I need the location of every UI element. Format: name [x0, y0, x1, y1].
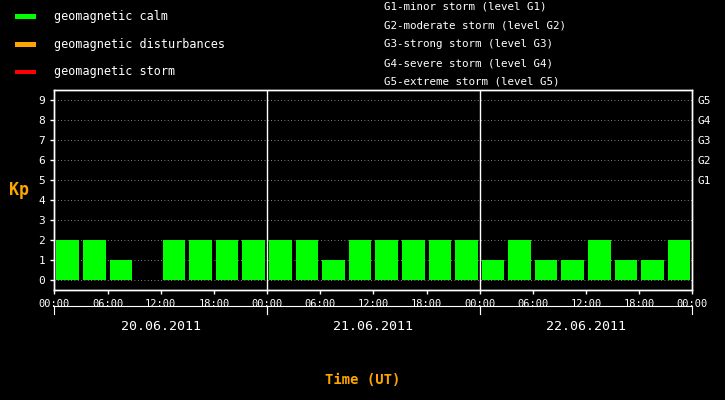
Bar [402, 240, 425, 280]
Bar [162, 240, 186, 280]
Bar [14, 14, 36, 19]
Bar [588, 240, 610, 280]
Text: 22.06.2011: 22.06.2011 [546, 320, 626, 332]
Bar [57, 240, 79, 280]
Bar [216, 240, 239, 280]
Bar [455, 240, 478, 280]
Bar [14, 70, 36, 74]
Text: G3-strong storm (level G3): G3-strong storm (level G3) [384, 39, 553, 49]
Bar [481, 260, 505, 280]
Bar [641, 260, 664, 280]
Bar [269, 240, 291, 280]
Text: 20.06.2011: 20.06.2011 [120, 320, 201, 332]
Bar [535, 260, 558, 280]
Bar [508, 240, 531, 280]
Bar [349, 240, 371, 280]
Text: Time (UT): Time (UT) [325, 373, 400, 387]
Bar [83, 240, 106, 280]
Text: geomagnetic disturbances: geomagnetic disturbances [54, 38, 225, 51]
Bar [322, 260, 345, 280]
Text: G2-moderate storm (level G2): G2-moderate storm (level G2) [384, 20, 566, 30]
Bar [189, 240, 212, 280]
Text: G1-minor storm (level G1): G1-minor storm (level G1) [384, 1, 547, 11]
Bar [668, 240, 690, 280]
Bar [296, 240, 318, 280]
Bar [615, 260, 637, 280]
Text: Kp: Kp [9, 181, 29, 199]
Bar [376, 240, 398, 280]
Text: geomagnetic storm: geomagnetic storm [54, 66, 175, 78]
Bar [242, 240, 265, 280]
Text: G5-extreme storm (level G5): G5-extreme storm (level G5) [384, 77, 560, 87]
Bar [428, 240, 451, 280]
Text: G4-severe storm (level G4): G4-severe storm (level G4) [384, 58, 553, 68]
Bar [109, 260, 132, 280]
Bar [14, 42, 36, 46]
Text: 21.06.2011: 21.06.2011 [334, 320, 413, 332]
Text: geomagnetic calm: geomagnetic calm [54, 10, 168, 23]
Bar [561, 260, 584, 280]
